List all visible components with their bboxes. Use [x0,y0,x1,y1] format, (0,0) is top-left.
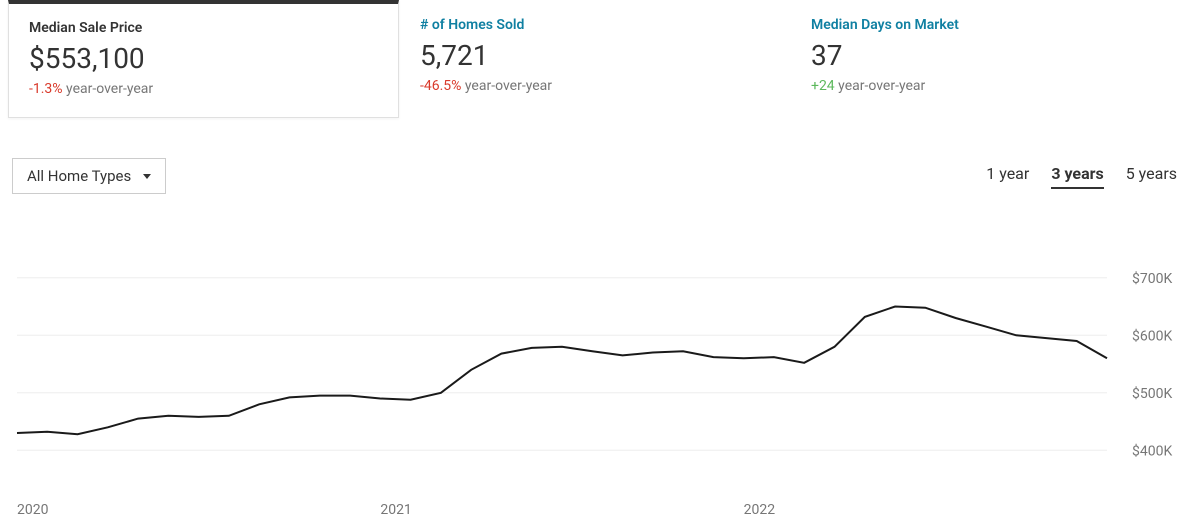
change-suffix: year-over-year [835,78,926,94]
metric-change: -46.5% year-over-year [420,78,769,94]
metric-tab-days-on-market[interactable]: Median Days on Market 37 +24 year-over-y… [790,0,1181,118]
metric-change: +24 year-over-year [811,78,1160,94]
svg-text:$400K: $400K [1132,442,1172,459]
metric-change: -1.3% year-over-year [29,81,378,97]
change-value: -1.3% [29,81,63,97]
svg-text:2022: 2022 [744,502,776,518]
range-tab-1-year[interactable]: 1 year [986,164,1029,189]
change-suffix: year-over-year [461,78,552,94]
metric-value: 5,721 [420,39,769,72]
change-suffix: year-over-year [63,81,154,97]
chevron-down-icon [143,174,151,179]
metric-title: # of Homes Sold [420,17,769,33]
dropdown-label: All Home Types [27,167,131,185]
range-tab-3-years[interactable]: 3 years [1051,164,1103,189]
change-value: -46.5% [420,78,461,94]
svg-text:2021: 2021 [380,502,411,518]
metric-value: 37 [811,39,1160,72]
svg-text:$500K: $500K [1132,385,1172,402]
svg-text:2020: 2020 [17,502,49,518]
svg-text:$600K: $600K [1132,327,1172,344]
price-chart: $400K $500K $600K $700K 2020 2021 2022 [12,244,1177,524]
range-tabs: 1 year 3 years 5 years [986,164,1177,189]
chart-svg: $400K $500K $600K $700K 2020 2021 2022 [12,244,1177,524]
metric-value: $553,100 [29,42,378,75]
change-value: +24 [811,78,835,94]
metric-title: Median Days on Market [811,17,1160,33]
metric-title: Median Sale Price [29,20,378,36]
metric-tabs: Median Sale Price $553,100 -1.3% year-ov… [8,0,1181,118]
home-type-dropdown[interactable]: All Home Types [12,158,166,194]
svg-text:$700K: $700K [1132,270,1172,287]
metric-tab-median-sale-price[interactable]: Median Sale Price $553,100 -1.3% year-ov… [8,0,399,118]
controls-row: All Home Types 1 year 3 years 5 years [0,118,1189,204]
range-tab-5-years[interactable]: 5 years [1126,164,1177,189]
metric-tab-homes-sold[interactable]: # of Homes Sold 5,721 -46.5% year-over-y… [399,0,790,118]
